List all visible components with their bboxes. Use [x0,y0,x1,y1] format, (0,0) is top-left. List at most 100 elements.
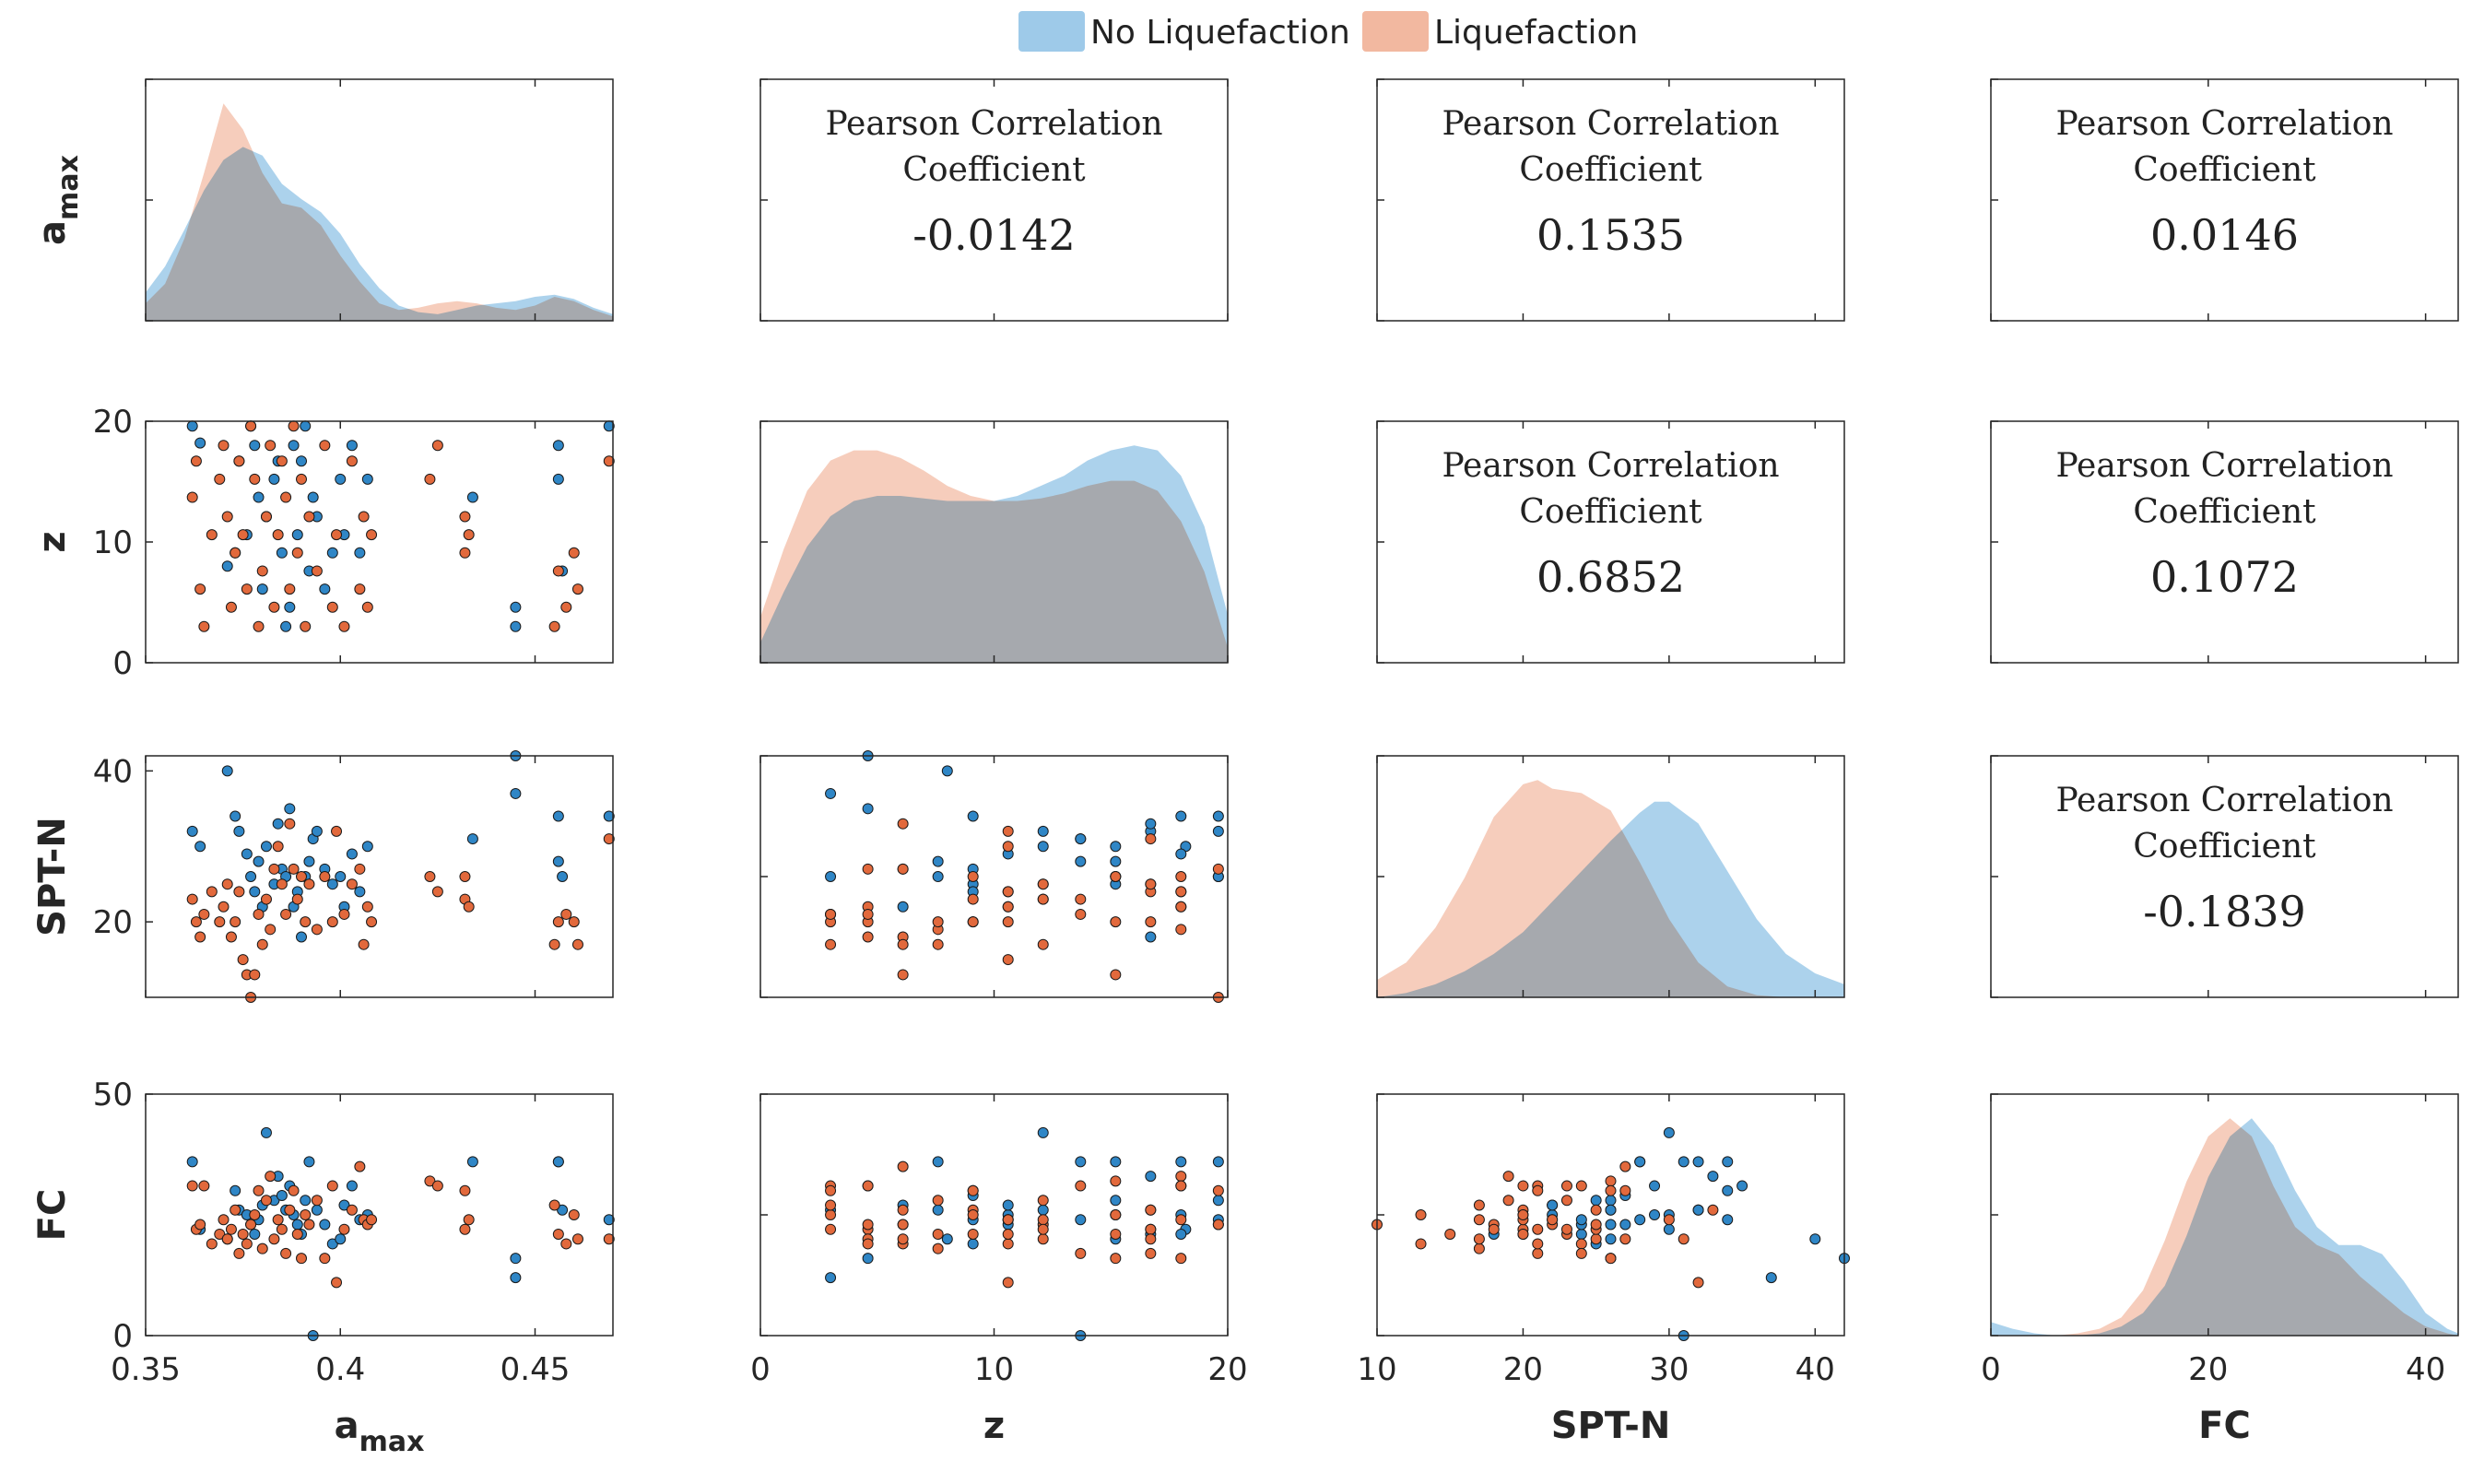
point-liq-0 [1075,1180,1087,1192]
point-liq-30 [1175,1253,1187,1265]
point-liq-10 [1145,1247,1157,1259]
point-liq-38 [366,529,378,541]
point-liq-36 [358,511,370,523]
point-liq-30 [1175,871,1187,882]
point-liq-2 [194,1219,206,1231]
point-liq-12 [1415,1238,1427,1250]
point-no-liq-20 [303,1156,315,1168]
point-no-liq-9 [256,583,268,595]
point-liq-23 [284,583,296,595]
point-no-liq-33 [552,440,564,452]
point-liq-25 [291,1228,303,1240]
corr-spt-z-value: 0.6852 [1536,552,1685,602]
point-liq-17 [260,1195,272,1207]
point-liq-8 [225,931,237,943]
panel-r1-c3: Pearson Correlation Coefficient 0.1072 [1990,420,2459,664]
xtick-amax-2: 0.45 [500,1351,571,1388]
point-no-liq-30 [1075,833,1087,845]
point-liq-45 [932,1228,944,1240]
corr-spt-amax-title-line1: Pearson Correlation [1442,105,1779,143]
point-liq-21 [276,455,288,467]
point-liq-0 [186,893,198,905]
panel-r0-c0 [145,78,614,322]
point-liq-33 [338,620,350,632]
xtick-spt-1: 20 [1503,1351,1543,1388]
point-liq-34 [346,878,358,890]
point-no-liq-2 [941,1233,953,1245]
point-liq-48 [897,1233,909,1245]
point-liq-35 [354,863,366,875]
point-no-liq-33 [1722,1156,1734,1168]
point-liq-49 [1145,833,1157,845]
point-no-liq-34 [1110,855,1122,867]
point-no-liq-23 [1619,1219,1631,1231]
point-liq-34 [1145,878,1157,890]
point-no-liq-1 [1663,1223,1675,1235]
point-no-liq-15 [284,803,296,815]
point-no-liq-34 [1634,1156,1646,1168]
point-no-liq-25 [1605,1233,1617,1245]
point-no-liq-13 [276,1190,288,1202]
xtick-spt-0: 10 [1357,1351,1396,1388]
point-no-liq-8 [1634,1214,1646,1226]
point-liq-29 [311,565,323,577]
point-liq-5 [214,473,226,485]
point-liq-19 [1619,1233,1631,1245]
point-liq-15 [825,1184,837,1196]
point-liq-43 [463,901,475,913]
density-liquefaction-z [760,450,1228,663]
point-liq-45 [552,1228,564,1240]
panel-r2-c2 [1376,755,1845,998]
point-no-liq-19 [300,420,312,432]
legend-label-liquefaction: Liquefaction [1434,14,1638,52]
point-no-liq-15 [284,601,296,613]
point-liq-46 [560,1238,572,1250]
point-no-liq-24 [967,1238,979,1250]
point-no-liq-10 [260,1126,272,1138]
panel-frame-r3-c0 [145,1093,614,1337]
corr-spt-amax-title-line2: Coefficient [1519,151,1702,189]
panel-r0-c3: Pearson Correlation Coefficient 0.0146 [1990,78,2459,322]
ytick-spt-1: 40 [93,753,133,790]
point-no-liq-22 [1037,825,1049,837]
corr-fc-z-value: 0.1072 [2150,552,2299,602]
point-liq-22 [280,908,292,920]
point-liq-45 [552,565,564,577]
point-liq-37 [361,601,373,613]
point-liq-6 [218,901,230,913]
point-liq-42 [1037,893,1049,905]
point-liq-30 [319,440,331,452]
point-liq-16 [256,938,268,950]
point-liq-18 [265,440,277,452]
ytick-fc-0: 0 [112,1318,133,1355]
point-liq-21 [276,878,288,890]
point-liq-11 [237,1228,249,1240]
point-no-liq-18 [296,931,307,943]
point-liq-10 [1575,1247,1587,1259]
point-liq-38 [366,916,378,928]
point-no-liq-24 [326,547,338,559]
ytick-z-2: 20 [93,404,133,441]
point-liq-14 [1110,969,1122,981]
point-no-liq-11 [1110,1195,1122,1207]
xtick-amax-1: 0.4 [315,1351,365,1388]
point-liq-32 [1002,1277,1014,1289]
point-liq-8 [225,601,237,613]
point-liq-47 [568,1209,580,1220]
point-no-liq-34 [552,473,564,485]
point-no-liq-6 [1605,1219,1617,1231]
point-no-liq-32 [510,787,522,799]
point-no-liq-27 [346,848,358,860]
point-no-liq-22 [311,1204,323,1216]
point-no-liq-33 [1175,810,1187,822]
point-liq-11 [237,954,249,966]
point-no-liq-3 [230,1184,241,1196]
point-liq-47 [967,916,979,928]
point-liq-39 [1110,871,1122,882]
point-no-liq-0 [1692,1156,1704,1168]
xtick-fc-0: 0 [1981,1351,2001,1388]
point-liq-7 [1590,1233,1602,1245]
panel-r3-c0: 0.35 0.4 0.45 0 50 [93,1077,615,1388]
point-no-liq-35 [932,871,944,882]
point-liq-1 [1145,916,1157,928]
